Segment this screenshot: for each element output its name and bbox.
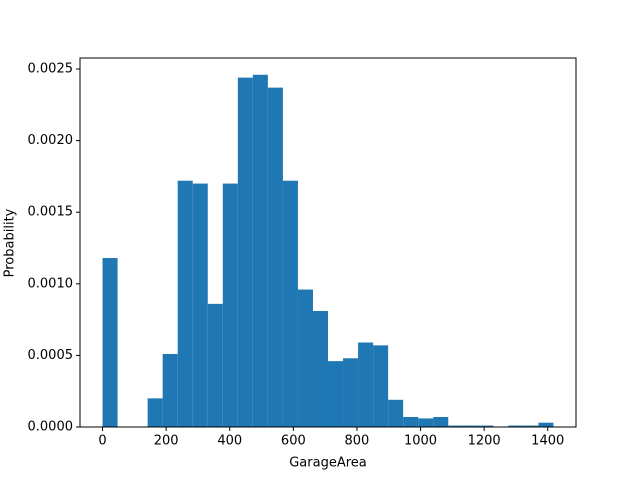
bar <box>388 399 404 427</box>
bar <box>418 418 434 427</box>
y-tick-label: 0.0010 <box>28 276 74 291</box>
plot-frame <box>79 57 577 428</box>
bar <box>463 425 479 427</box>
x-tick-label: 600 <box>281 434 306 449</box>
bar <box>267 87 283 427</box>
bar <box>523 425 539 427</box>
x-axis-label: GarageArea <box>289 456 367 471</box>
bar <box>373 345 389 427</box>
y-tick-label: 0.0000 <box>28 420 74 435</box>
bar <box>448 425 464 427</box>
bar <box>177 180 193 427</box>
bar <box>358 342 374 427</box>
bar <box>147 398 163 427</box>
bar <box>328 361 344 427</box>
bar <box>508 425 524 427</box>
y-tick-label: 0.0020 <box>28 133 74 148</box>
bar <box>343 358 359 427</box>
bar <box>433 416 449 427</box>
x-tick-label: 800 <box>345 434 370 449</box>
bar <box>252 74 268 427</box>
y-tick-label: 0.0005 <box>28 348 74 363</box>
bar <box>538 422 554 427</box>
bar <box>237 77 253 427</box>
x-tick-label: 200 <box>154 434 179 449</box>
bar <box>403 416 419 427</box>
x-tick-label: 400 <box>217 434 242 449</box>
x-tick-label: 1200 <box>468 434 501 449</box>
bar <box>478 425 494 427</box>
bar <box>222 183 238 427</box>
bar <box>102 258 118 427</box>
y-tick-label: 0.0015 <box>28 205 74 220</box>
bar <box>162 353 178 427</box>
bar <box>207 303 223 427</box>
bar <box>282 180 298 427</box>
bar <box>192 183 208 427</box>
x-tick-label: 1400 <box>531 434 564 449</box>
y-tick-label: 0.0025 <box>28 62 74 77</box>
x-tick-label: 0 <box>98 434 106 449</box>
bar <box>297 289 313 427</box>
bar <box>312 311 328 427</box>
y-axis-label: Probability <box>3 208 18 277</box>
x-tick-label: 1000 <box>404 434 437 449</box>
